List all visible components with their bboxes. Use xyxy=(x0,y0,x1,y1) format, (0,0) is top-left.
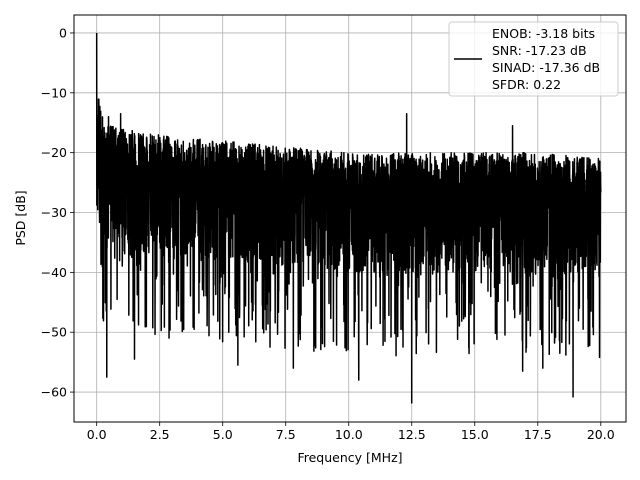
y-axis-ticks: 0 −10 −20 −30 −40 −50 −60 xyxy=(41,25,74,400)
legend-enob: ENOB: -3.18 bits xyxy=(492,26,595,41)
series-line-group xyxy=(95,32,602,404)
legend-box xyxy=(448,21,619,97)
x-axis-ticks: 0.0 2.5 5.0 7.5 10.0 12.5 15.0 17.5 20.0 xyxy=(87,422,615,442)
x-tick-label-6: 15.0 xyxy=(461,427,489,442)
y-tick-label-5: −50 xyxy=(41,325,67,340)
x-tick-label-7: 17.5 xyxy=(524,427,552,442)
y-tick-label-0: 0 xyxy=(59,25,67,40)
legend-sfdr: SFDR: 0.22 xyxy=(492,77,561,92)
x-tick-label-4: 10.0 xyxy=(335,427,363,442)
plot-area-frame xyxy=(73,14,627,423)
legend: ENOB: -3.18 bits SNR: -17.23 dB SINAD: -… xyxy=(448,21,619,97)
y-axis-label: PSD [dB] xyxy=(13,190,28,245)
legend-sinad: SINAD: -17.36 dB xyxy=(492,60,600,75)
x-axis-label: Frequency [MHz] xyxy=(297,450,402,465)
y-tick-label-3: −30 xyxy=(41,205,67,220)
x-tick-label-0: 0.0 xyxy=(87,427,107,442)
psd-series-line xyxy=(95,32,602,404)
y-tick-label-1: −10 xyxy=(41,85,67,100)
y-tick-label-6: −60 xyxy=(41,385,67,400)
x-tick-label-5: 12.5 xyxy=(398,427,426,442)
x-tick-label-1: 2.5 xyxy=(150,427,170,442)
y-tick-label-4: −40 xyxy=(41,265,67,280)
y-tick-label-2: −20 xyxy=(41,145,67,160)
x-tick-label-3: 7.5 xyxy=(276,427,296,442)
x-tick-label-2: 5.0 xyxy=(213,427,233,442)
legend-snr: SNR: -17.23 dB xyxy=(492,43,587,58)
x-tick-label-8: 20.0 xyxy=(587,427,615,442)
